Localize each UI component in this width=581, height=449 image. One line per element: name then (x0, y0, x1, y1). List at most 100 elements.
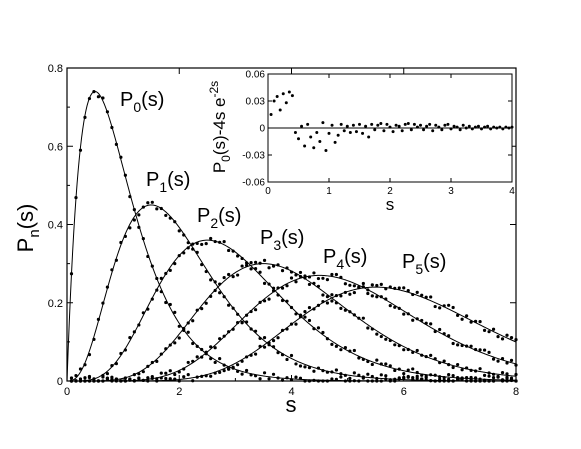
series-point-p2 (325, 337, 330, 341)
series-point-p0 (366, 379, 370, 383)
inset-point (385, 122, 389, 126)
series-point-p1 (384, 374, 388, 378)
series-point-p1 (487, 379, 491, 383)
inset-point (422, 128, 426, 132)
series-point-p5 (155, 377, 159, 381)
series-point-p3 (298, 270, 303, 275)
inset-tick-labels: 0 1 2 3 4 -0.06 -0.03 0 0.03 0.06 (242, 70, 515, 198)
series-point-p0 (83, 115, 87, 120)
series-point-p5 (330, 293, 334, 297)
series-point-p0 (303, 379, 307, 383)
series-point-p5 (240, 359, 244, 363)
series-point-p3 (182, 326, 186, 331)
inset-point (281, 92, 285, 96)
series-point-p1 (222, 295, 226, 299)
main-y-axis-title: Pn(s) (13, 204, 43, 253)
series-point-p1 (393, 377, 397, 381)
series-point-p5 (379, 282, 383, 286)
series-point-p4 (361, 281, 365, 286)
inset-y-tick-label: 0.06 (246, 70, 266, 81)
curve-label-p4: P4(s) (323, 246, 367, 272)
inset-point (473, 125, 477, 129)
series-point-p1 (195, 250, 199, 254)
series-point-p5 (218, 370, 222, 374)
inset-y-axis-title: P0(s)-4s e-2s (207, 81, 233, 173)
series-point-p5 (388, 285, 392, 289)
series-point-p2 (307, 318, 312, 323)
series-point-p0 (96, 95, 101, 99)
series-point-p5 (137, 376, 141, 381)
series-point-p3 (438, 361, 442, 365)
series-point-p4 (200, 355, 204, 359)
inset-point (318, 140, 322, 143)
series-point-p5 (366, 288, 370, 292)
series-point-p2 (388, 364, 392, 368)
inset-point (297, 137, 300, 141)
inset-point (452, 124, 456, 128)
series-point-p0 (110, 125, 114, 130)
series-point-p3 (514, 372, 518, 377)
series-point-p4 (258, 300, 262, 304)
series-point-p3 (236, 273, 240, 277)
inset-point (431, 129, 435, 133)
series-point-p5 (500, 337, 505, 341)
series-point-p1 (101, 301, 105, 305)
series-point-p2 (321, 330, 325, 335)
series-point-p4 (451, 341, 455, 346)
series-point-p0 (325, 379, 330, 383)
series-point-p2 (204, 242, 208, 246)
series-point-p3 (343, 308, 347, 312)
series-point-p2 (114, 362, 118, 366)
series-point-p3 (280, 269, 285, 273)
series-point-p2 (316, 326, 321, 330)
series-point-p5 (209, 374, 213, 378)
series-point-p1 (164, 213, 168, 218)
main-tick-labels: 0 2 4 6 8 0 0.2 0.4 0.6 0.8 (48, 63, 519, 398)
inset-point (480, 127, 483, 131)
series-point-p2 (312, 327, 316, 331)
series-point-p1 (137, 213, 141, 217)
series-point-p5 (271, 339, 276, 343)
series-point-p4 (325, 278, 330, 282)
series-point-p5 (384, 287, 388, 291)
series-point-p0 (289, 378, 294, 382)
series-point-p1 (258, 336, 262, 341)
series-point-p3 (213, 288, 217, 293)
series-point-p4 (505, 361, 509, 365)
main-y-tick-label: 0.8 (48, 63, 63, 75)
series-point-p4 (420, 318, 424, 323)
series-point-p2 (406, 368, 410, 372)
series-point-p2 (442, 375, 446, 380)
inset-point (324, 149, 328, 152)
series-point-p4 (280, 286, 285, 290)
inset-point (354, 130, 358, 134)
series-point-p1 (132, 218, 136, 222)
series-point-p3 (500, 371, 505, 375)
series-point-p5 (312, 307, 316, 311)
series-point-p0 (74, 196, 78, 200)
series-point-p3 (231, 275, 235, 279)
series-point-p5 (325, 301, 330, 305)
series-point-p1 (491, 379, 496, 383)
series-point-p3 (460, 368, 464, 372)
series-point-p4 (83, 379, 87, 383)
main-x-tick-label: 0 (64, 386, 70, 398)
inset-y-tick-label: -0.03 (242, 151, 265, 162)
series-point-p0 (240, 372, 244, 376)
series-point-p5 (191, 379, 195, 383)
series-point-p0 (253, 374, 258, 378)
inset-y-tick-label: 0.03 (246, 97, 266, 108)
series-point-p0 (78, 148, 83, 152)
series-point-p3 (150, 360, 154, 365)
series-point-p1 (276, 351, 280, 355)
series-point-p1 (253, 329, 258, 333)
series-point-p1 (334, 368, 338, 372)
series-point-p5 (307, 306, 312, 310)
series-point-p3 (258, 261, 262, 265)
series-point-p3 (253, 260, 258, 264)
series-point-p3 (509, 376, 514, 380)
inset-point (287, 90, 291, 94)
series-point-p2 (245, 263, 249, 267)
series-point-p0 (271, 372, 276, 376)
series-point-p0 (352, 379, 356, 383)
